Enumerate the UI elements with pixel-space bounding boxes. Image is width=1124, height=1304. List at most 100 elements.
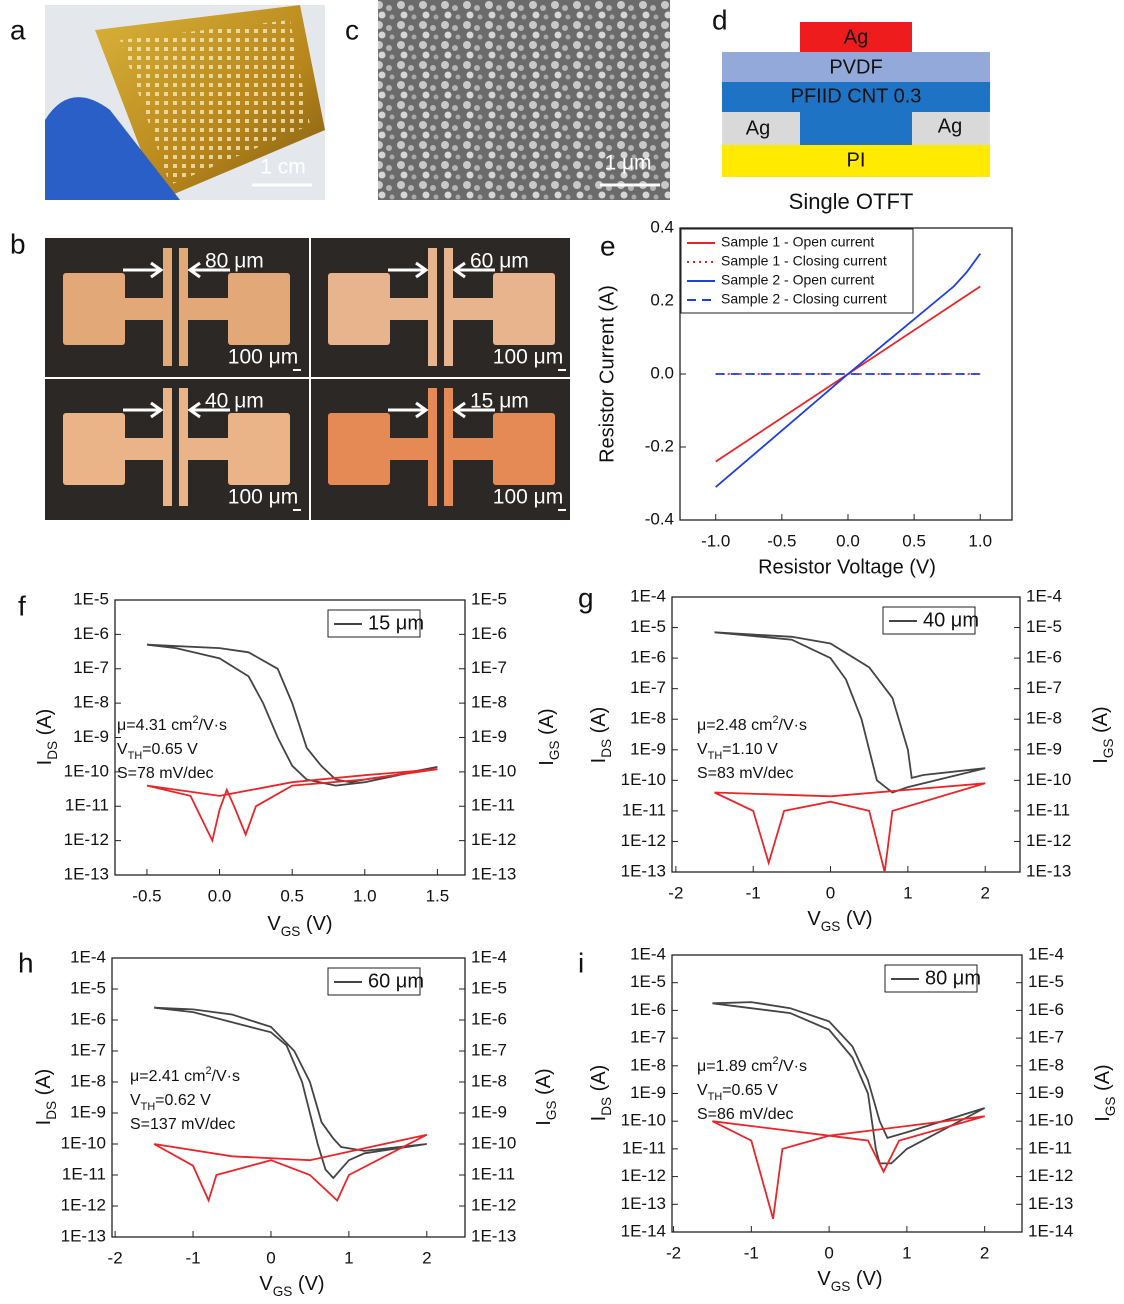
label-part: GS — [1103, 1097, 1118, 1117]
y2-tick-label: 1E-8 — [1026, 709, 1062, 728]
scale-text: 100 μm — [228, 346, 298, 369]
label-part: =0.65 V — [142, 741, 198, 758]
label-part: DS — [599, 739, 614, 758]
x-tick-label: 2 — [980, 883, 989, 902]
y-tick-label: 1E-11 — [62, 1164, 106, 1183]
axis-label: μ=2.48 cm2/V·s — [697, 714, 807, 734]
y-tick-label: 1E-13 — [621, 861, 666, 880]
axis-label: VGS (V) — [259, 1273, 324, 1299]
y2-tick-label: 1E-8 — [471, 693, 507, 712]
y2-tick-label: 1E-6 — [471, 624, 507, 643]
label-part: DS — [45, 741, 60, 760]
gap-label: 80 μm — [205, 250, 264, 273]
y-tick-label: 1E-11 — [622, 800, 666, 819]
y-tick-label: 1E-5 — [630, 972, 666, 991]
y-tick-label: 1E-11 — [622, 1138, 666, 1157]
label-part: (V) — [840, 908, 872, 930]
x-tick-label: 1.0 — [353, 886, 377, 905]
panel-label: f — [18, 590, 26, 621]
label-part: =0.62 V — [155, 1092, 211, 1109]
y2-tick-label: 1E-13 — [1026, 861, 1071, 880]
y-axis-label: Resistor Current (A) — [596, 285, 618, 463]
label-part: μ=2.41 cm — [130, 1068, 205, 1085]
axis-label: VTH=0.65 V — [697, 1082, 778, 1103]
y-tick-label: -0.4 — [645, 509, 674, 528]
y2-tick-label: 1E-5 — [1026, 617, 1062, 636]
panel-label: e — [600, 230, 616, 261]
y2-tick-label: 1E-12 — [471, 1195, 516, 1214]
y2-tick-label: 1E-8 — [1028, 1055, 1064, 1074]
x-tick-label: -2 — [108, 1248, 123, 1267]
electrode — [428, 248, 437, 366]
y2-tick-label: 1E-10 — [471, 1133, 516, 1152]
label-part: (A) — [33, 1069, 55, 1101]
x-tick-label: -1 — [185, 1248, 200, 1267]
x-tick-label: 1.0 — [968, 531, 992, 550]
pad — [493, 413, 555, 485]
x-tick-label: -1 — [746, 883, 761, 902]
panel-label: i — [578, 947, 584, 978]
label-part: /V·s — [779, 1058, 807, 1075]
x-tick-label: -2 — [668, 883, 683, 902]
label-part: (A) — [588, 707, 610, 739]
y2-tick-label: 1E-9 — [471, 727, 507, 746]
panel-label: c — [345, 14, 359, 45]
pad — [125, 298, 167, 320]
layer-label: PFIID CNT 0.3 — [791, 85, 922, 107]
x-tick-label: -1.0 — [701, 531, 730, 550]
pad — [188, 298, 228, 320]
y-tick-label: 1E-7 — [70, 1040, 106, 1059]
y-tick-label: 0.2 — [650, 290, 674, 309]
y2-tick-label: 1E-9 — [471, 1102, 507, 1121]
pad — [453, 438, 493, 460]
y-tick-label: 1E-9 — [73, 727, 109, 746]
y2-tick-label: 1E-10 — [471, 761, 516, 780]
y-tick-label: 1E-10 — [64, 761, 109, 780]
y-tick-label: 1E-8 — [73, 693, 109, 712]
label-part: TH — [708, 1091, 723, 1103]
y-tick-label: 1E-10 — [61, 1133, 106, 1152]
axis-label: S=86 mV/dec — [697, 1106, 794, 1123]
axis-label: VTH=1.10 V — [697, 741, 778, 762]
y-tick-label: 1E-9 — [630, 739, 666, 758]
y-tick-label: 1E-7 — [630, 1028, 666, 1047]
pad — [390, 298, 432, 320]
axis-label: μ=4.31 cm2/V·s — [117, 714, 227, 734]
y-tick-label: 1E-8 — [630, 709, 666, 728]
y2-tick-label: 1E-4 — [471, 947, 507, 966]
plot-frame — [672, 597, 1020, 872]
x-axis-label: Resistor Voltage (V) — [758, 556, 936, 578]
gap-label: 15 μm — [470, 390, 529, 413]
legend-label: Sample 2 - Closing current — [721, 291, 887, 307]
axis-label: S=83 mV/dec — [697, 765, 794, 782]
y-tick-label: 1E-12 — [64, 830, 109, 849]
y2-tick-label: 1E-13 — [1028, 1194, 1073, 1213]
legend-label: Sample 1 - Open current — [721, 234, 874, 250]
axis-label: IDS (A) — [34, 709, 60, 766]
y-tick-label: 1E-4 — [630, 944, 666, 963]
electrode — [179, 248, 188, 366]
y2-tick-label: 1E-10 — [1028, 1111, 1073, 1130]
legend-label: 40 μm — [923, 609, 979, 631]
label-part: V — [117, 741, 128, 758]
layer-label: PI — [847, 149, 866, 171]
label-part: (V) — [850, 1268, 882, 1290]
y-tick-label: 1E-5 — [70, 978, 106, 997]
y-tick-label: 1E-7 — [73, 658, 109, 677]
label-part: GS — [831, 1279, 851, 1294]
label-part: (A) — [533, 1068, 555, 1100]
legend-label: Sample 1 - Closing current — [721, 253, 887, 269]
label-part: GS — [544, 1101, 559, 1121]
series-line — [712, 1116, 984, 1219]
label-part: DS — [599, 1097, 614, 1116]
electrode — [163, 248, 172, 366]
y-tick-label: 1E-12 — [61, 1195, 106, 1214]
pad — [390, 438, 432, 460]
gap-label: 60 μm — [470, 250, 529, 273]
pad — [328, 273, 390, 345]
pad — [188, 438, 228, 460]
electrode — [179, 388, 188, 506]
pad — [228, 413, 290, 485]
y-tick-label: 0.0 — [650, 363, 674, 382]
label-part: S=137 mV/dec — [130, 1116, 235, 1133]
